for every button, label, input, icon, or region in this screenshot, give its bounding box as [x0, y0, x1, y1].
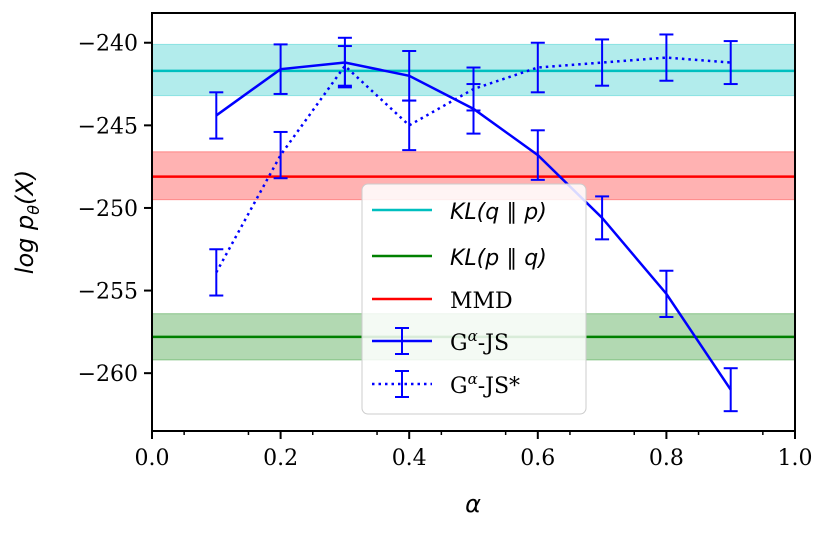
y-tick-label: −250: [78, 197, 138, 222]
x-axis-label: α: [465, 490, 481, 518]
legend-label-kl-qp: KL(q ∥ p): [450, 200, 547, 225]
y-tick-label: −245: [78, 114, 138, 139]
errorbar-ga-js-star-2: [337, 45, 352, 87]
y-tick-label: −260: [78, 362, 138, 387]
errorbar-ga-js-7: [659, 269, 674, 318]
y-tick-label: −255: [78, 280, 138, 305]
x-tick-label: 0.4: [392, 446, 427, 471]
errorbar-ga-js-star-3: [402, 99, 417, 152]
legend-handle-ga-js-star: [372, 370, 432, 398]
errorbar-ga-js-star-8: [723, 40, 738, 86]
errorbar-ga-js-8: [723, 367, 738, 413]
series-layer: [209, 33, 738, 413]
x-tick-label: 0.0: [135, 446, 170, 471]
x-tick-label: 0.2: [263, 446, 298, 471]
y-axis-label: log pθ(X): [11, 170, 43, 274]
legend-label-kl-pq: KL(p ∥ q): [450, 246, 547, 271]
legend-label-ga-js: Gα-JS: [450, 327, 509, 356]
x-tick-label: 1.0: [778, 446, 813, 471]
errorbar-ga-js-0: [209, 91, 224, 140]
errorbar-ga-js-star-4: [466, 66, 481, 112]
errorbar-ga-js-star-6: [595, 38, 610, 87]
errorbar-ga-js-star-0: [209, 248, 224, 297]
legend: KL(q ∥ p) KL(p ∥ q) MMD Gα-JS Gα-JS*: [361, 183, 587, 415]
legend-handle-ga-js: [372, 327, 432, 355]
legend-box: [361, 183, 587, 415]
errorbar-ga-js-6: [595, 195, 610, 241]
errorbar-ga-js-star-1: [273, 130, 288, 180]
errorbar-ga-js-star-5: [530, 41, 545, 94]
legend-label-mmd: MMD: [450, 289, 513, 314]
x-tick-label: 0.6: [520, 446, 555, 471]
errorbar-ga-js-star-7: [659, 33, 674, 82]
errorbar-ga-js-1: [273, 43, 288, 95]
errorbar-ga-js-5: [530, 129, 545, 181]
x-axis: 0.0 0.2 0.4 0.6 0.8 1.0: [135, 431, 813, 471]
x-tick-label: 0.8: [649, 446, 684, 471]
plot-frame: [151, 12, 796, 432]
y-tick-label: −240: [78, 32, 138, 57]
y-axis: −240 −245 −250 −255 −260: [78, 32, 152, 387]
legend-label-ga-js-star: Gα-JS*: [450, 370, 520, 399]
